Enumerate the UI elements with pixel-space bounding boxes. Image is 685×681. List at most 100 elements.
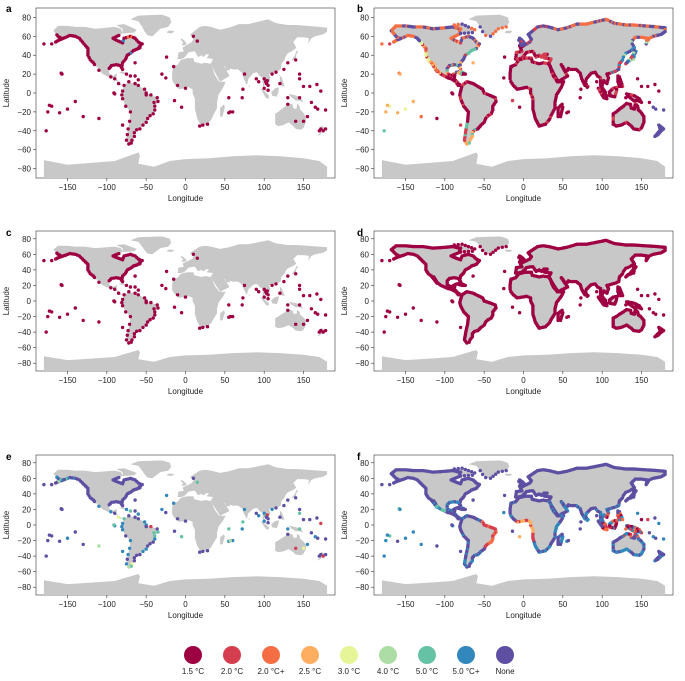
data-point	[142, 296, 147, 300]
data-point	[286, 532, 290, 536]
data-point	[144, 323, 148, 327]
data-point	[254, 511, 258, 515]
data-point	[175, 517, 180, 521]
y-tick-label: −60	[17, 146, 31, 155]
y-tick-label: 20	[22, 505, 31, 514]
data-points	[380, 462, 667, 569]
data-point	[47, 533, 52, 537]
data-point	[153, 108, 157, 112]
data-point	[120, 325, 125, 330]
data-point	[286, 527, 290, 531]
data-point	[460, 242, 464, 246]
data-point	[392, 481, 396, 485]
data-point	[112, 523, 116, 527]
data-point	[496, 27, 500, 31]
data-point	[151, 112, 155, 116]
land-madagascar	[220, 534, 225, 545]
y-tick-label: 60	[360, 250, 369, 259]
land-africa	[172, 272, 226, 329]
x-tick-label: 100	[596, 183, 610, 192]
land-iceland	[504, 473, 513, 476]
panel-label-c: c	[6, 228, 12, 239]
data-point	[597, 296, 601, 301]
data-point	[257, 514, 261, 518]
y-tick-label: 0	[27, 89, 32, 98]
data-point	[97, 504, 101, 508]
data-point	[458, 246, 463, 250]
data-point	[435, 116, 439, 121]
data-point	[148, 318, 152, 322]
legend-label: 2.5 °C	[299, 667, 322, 676]
data-point	[151, 316, 155, 320]
land-newguinea	[288, 525, 304, 533]
data-point	[460, 22, 464, 26]
y-tick-label: −20	[17, 537, 31, 546]
land-antarctica	[43, 574, 328, 595]
data-point	[466, 249, 471, 254]
data-point	[458, 123, 463, 127]
data-point	[81, 114, 85, 119]
data-point	[278, 291, 282, 295]
land-eurasia	[177, 464, 328, 525]
data-point	[164, 269, 169, 274]
data-point	[231, 538, 235, 543]
data-point	[270, 507, 274, 512]
data-point	[654, 536, 658, 540]
data-point	[274, 70, 278, 74]
data-point	[466, 25, 471, 29]
land-nz	[316, 125, 326, 137]
data-point	[305, 318, 310, 323]
map-panel-f: f −150 −100 −50 0 50 100 150 80 60 40 20 0 −20 −40 −60 −…	[340, 452, 674, 620]
data-point	[305, 114, 310, 119]
land-australia	[275, 309, 306, 332]
legend-swatch	[184, 646, 202, 664]
data-point	[120, 93, 124, 97]
data-point	[315, 82, 319, 87]
data-point	[266, 88, 270, 92]
data-point	[60, 72, 64, 76]
data-point	[625, 274, 629, 278]
data-point	[152, 531, 156, 535]
data-point	[73, 306, 78, 310]
y-tick-label: 60	[360, 474, 369, 483]
land-antarctica	[43, 152, 328, 178]
data-point	[127, 565, 131, 569]
data-point	[201, 325, 205, 330]
land-antarctica	[381, 350, 666, 371]
data-point	[125, 333, 129, 337]
data-point	[470, 249, 475, 253]
data-point	[148, 542, 152, 546]
data-point	[183, 295, 188, 299]
data-point	[81, 318, 85, 323]
data-point	[579, 87, 583, 91]
data-point	[639, 84, 644, 89]
land-southAmerica	[459, 515, 496, 567]
data-point	[138, 46, 142, 50]
data-point	[385, 309, 390, 313]
data-point	[195, 256, 199, 260]
data-point	[73, 99, 78, 104]
panel-label-b: b	[357, 4, 363, 15]
legend-swatch	[457, 646, 475, 664]
data-point	[654, 133, 658, 137]
x-tick-label: 50	[220, 600, 229, 609]
x-tick-label: 150	[297, 376, 311, 385]
data-point	[494, 29, 498, 33]
data-point	[305, 542, 310, 547]
data-point	[319, 297, 323, 302]
data-points	[42, 475, 328, 569]
land-northAmerica	[53, 245, 142, 295]
data-point	[462, 474, 467, 478]
y-tick-label: −40	[17, 127, 31, 136]
data-point	[172, 305, 177, 309]
data-point	[278, 81, 282, 86]
data-point	[518, 482, 523, 487]
data-point	[128, 110, 133, 114]
land-sumatra	[260, 88, 269, 99]
data-point	[646, 293, 650, 298]
y-tick-label: 20	[360, 505, 369, 514]
data-point	[144, 547, 148, 551]
data-point	[500, 26, 504, 30]
data-point	[124, 507, 129, 512]
legend-swatch	[379, 646, 397, 664]
